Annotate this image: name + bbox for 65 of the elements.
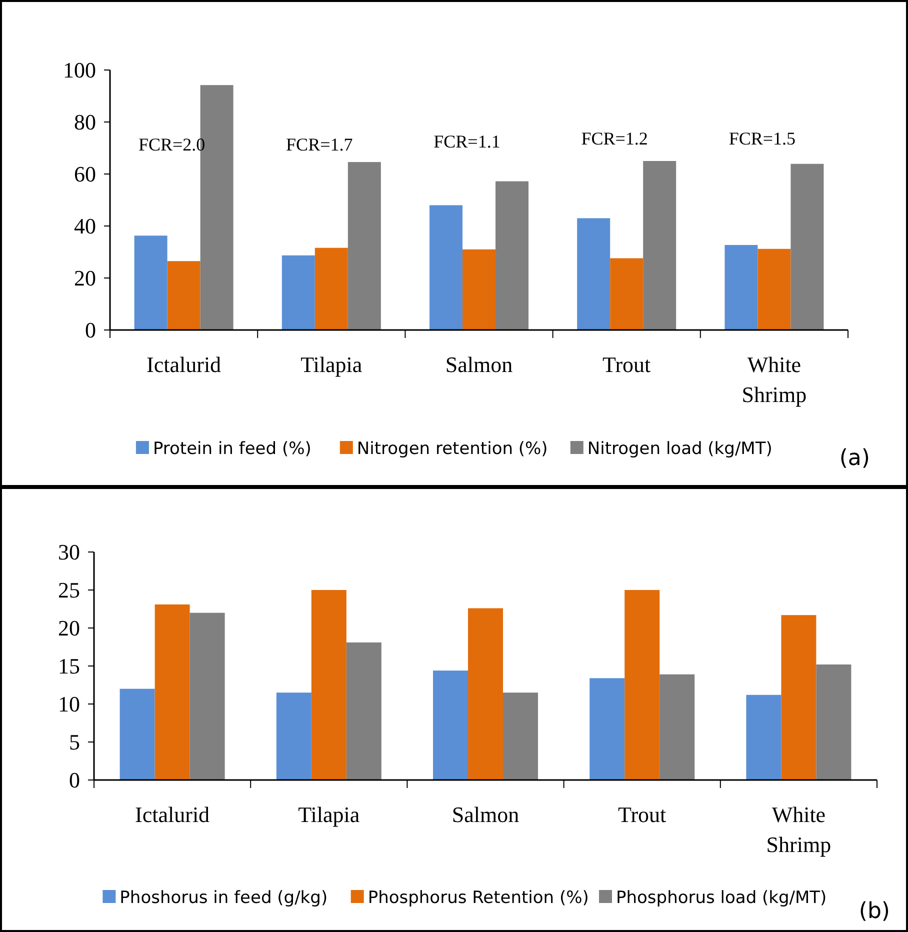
bar [790,164,824,330]
x-tick-label: Trout [618,802,666,827]
text: (a) [839,446,870,471]
x-tick-label: Tilapia [300,352,362,377]
bar [154,604,190,780]
y-tick-label: 40 [74,214,96,239]
bar [468,608,503,780]
legend-label: Protein in feed (%) [152,438,312,459]
bar [462,249,496,330]
bar [724,244,758,330]
bar [503,692,538,780]
bar [643,161,676,330]
annotation: FCR=1.2 [581,128,648,148]
x-tick-label: White Shrimp [742,352,807,407]
y-tick-label: 100 [63,58,96,83]
y-tick-label: 20 [58,616,80,641]
bar [816,664,852,780]
y-tick-label: 20 [74,266,96,291]
bar [781,615,816,780]
bar [496,181,528,330]
bar [433,670,468,780]
bar [314,248,348,330]
bar [282,255,315,330]
bar [120,688,155,780]
bar [758,248,791,330]
bar [276,692,312,780]
bar [746,694,782,780]
bar [577,218,610,330]
bar [660,674,695,780]
y-tick-label: 0 [69,768,80,793]
bar [590,678,625,780]
legend-label: Nitrogen retention (%) [356,438,548,459]
x-tick-label: Trout [602,352,651,377]
y-tick-label: 10 [58,692,80,717]
bar [311,590,346,780]
y-tick-label: 5 [69,730,80,755]
legend-label: Phosphorus load (kg/MT) [616,888,827,908]
bar [167,261,200,330]
bar [190,612,225,780]
bar [346,642,382,780]
bar [624,590,660,780]
x-tick-label: Tilapia [298,802,360,827]
legend-label: Phoshorus in feed (g/kg) [120,888,328,908]
y-tick-label: 0 [85,318,96,343]
x-tick-label: Ictalurid [135,802,210,827]
annotation: FCR=2.0 [138,134,206,154]
legend-label: Phosphorus Retention (%) [368,888,589,908]
y-tick-label: 80 [74,110,96,135]
bar [134,236,168,330]
legend-label: Nitrogen load (kg/MT) [587,438,772,459]
y-tick-label: 25 [58,578,80,603]
bar [610,258,644,330]
x-tick-label: Salmon [452,802,520,827]
y-tick-label: 15 [58,654,80,679]
text: (b) [858,899,890,924]
x-tick-label: Ictalurid [146,352,222,377]
bar [348,162,381,330]
x-tick-label: Salmon [445,352,513,377]
y-tick-label: 60 [74,162,96,187]
x-tick-label: White Shrimp [766,802,832,857]
annotation: FCR=1.5 [728,128,796,148]
annotation: FCR=1.1 [434,131,500,152]
annotation: FCR=1.7 [286,134,353,154]
bar [430,205,462,330]
y-tick-label: 30 [58,540,80,565]
